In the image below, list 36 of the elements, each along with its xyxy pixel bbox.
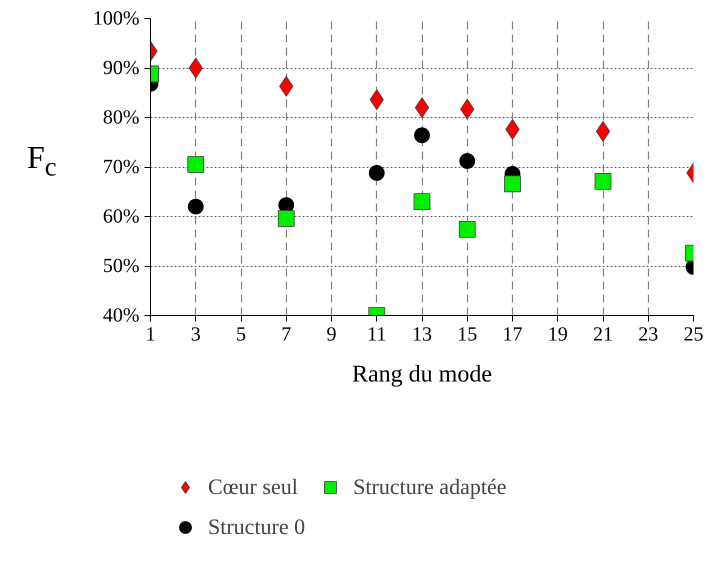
x-tick-label: 25: [684, 324, 704, 346]
point: [414, 97, 430, 118]
point: [594, 172, 612, 190]
x-tick-label: 7: [281, 324, 292, 346]
x-tick-label: 9: [326, 324, 336, 346]
y-tick-label: 50%: [102, 255, 140, 277]
point: [278, 210, 295, 227]
legend-label: Cœur seul: [208, 474, 298, 500]
y-tick-label: 90%: [102, 57, 140, 79]
x-tick-label: 5: [236, 324, 246, 346]
x-tick-label: 1: [146, 324, 156, 346]
point: [368, 165, 385, 181]
point: [504, 175, 521, 192]
point: [414, 193, 430, 210]
legend-label: Structure adaptée: [353, 474, 506, 500]
x-tick-label: 19: [548, 324, 568, 346]
y-tick-label: 100%: [92, 8, 140, 30]
point: [187, 156, 204, 173]
point: [188, 198, 204, 214]
x-tick-label: 3: [190, 324, 201, 346]
x-axis-title: Rang du mode: [352, 362, 492, 388]
x-tick-label: 23: [638, 324, 658, 346]
y-tick-label: 40%: [102, 304, 140, 326]
y-axis-title: F$_{c}$: [26, 138, 57, 184]
y-tick-label: 70%: [102, 156, 140, 178]
x-tick-label: 21: [593, 324, 613, 346]
x-tick-label: 17: [502, 324, 522, 346]
point: [414, 127, 430, 144]
y-tick-label: 80%: [102, 106, 140, 128]
y-tick-label: 60%: [102, 206, 140, 228]
legend-label: Structure 0: [208, 514, 306, 540]
x-tick-label: 15: [457, 324, 478, 346]
point: [459, 153, 476, 169]
point: [458, 220, 476, 238]
x-tick-label: 11: [367, 324, 386, 346]
x-tick-label: 13: [412, 324, 432, 346]
